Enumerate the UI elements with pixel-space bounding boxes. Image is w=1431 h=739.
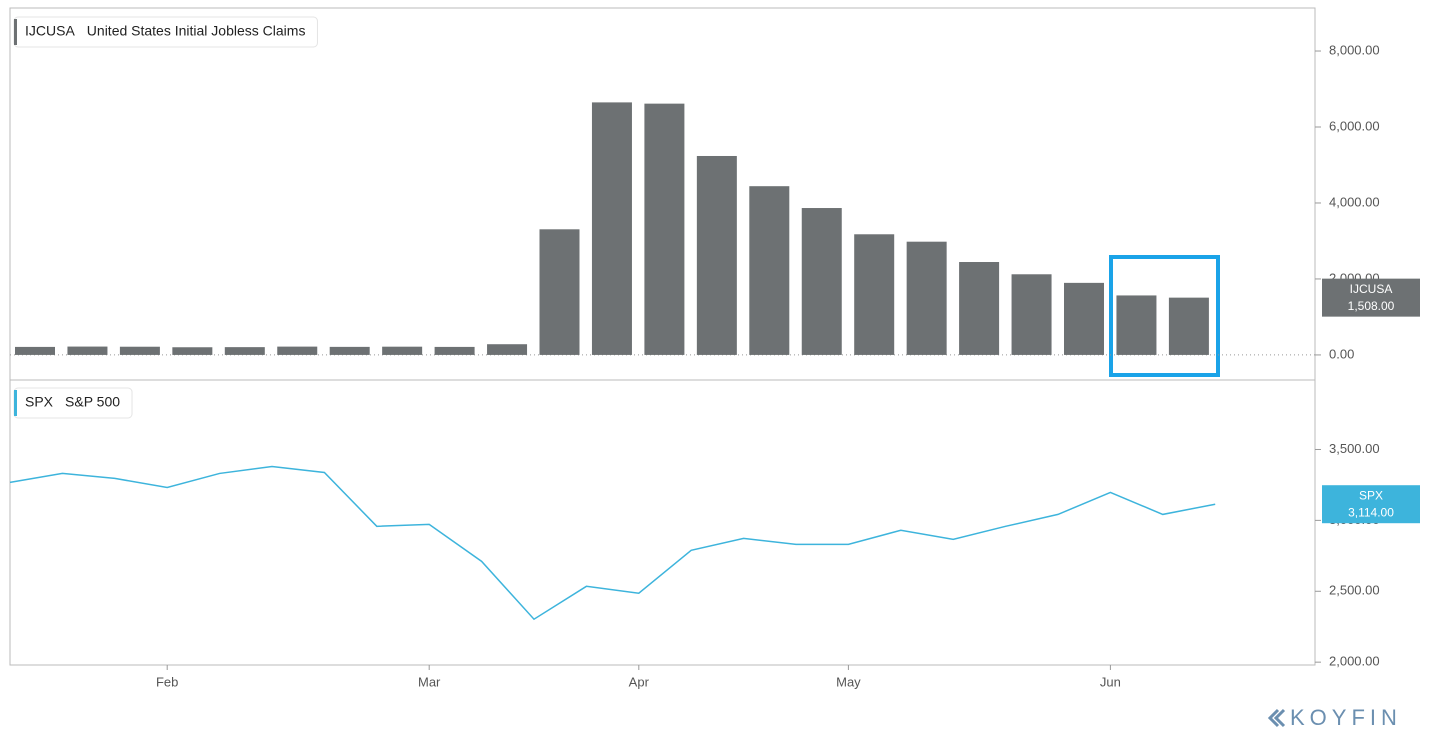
bar [854, 234, 895, 355]
badge-name: SPX [1359, 488, 1383, 502]
bar [67, 346, 108, 355]
legend-ticker: IJCUSA [25, 23, 75, 39]
brand-icon [1267, 708, 1286, 728]
x-tick-label: Apr [629, 674, 650, 689]
y-tick-label: 2,500.00 [1329, 583, 1380, 598]
badge-value: 3,114.00 [1348, 505, 1394, 519]
bar [696, 155, 737, 355]
bar [172, 347, 213, 355]
plot-frame [9, 7, 1316, 666]
x-tick-label: Feb [156, 674, 178, 689]
y-tick-label: 4,000.00 [1329, 194, 1380, 209]
bar [591, 102, 632, 355]
badge-value: 1,508.00 [1348, 299, 1395, 313]
bar [487, 344, 528, 355]
line [9, 465, 1216, 621]
highlight-box [1109, 255, 1220, 377]
y-tick-label: 2,000.00 [1329, 654, 1380, 669]
bar [329, 346, 370, 355]
bar [1064, 282, 1104, 355]
bar [1116, 295, 1157, 355]
bar [277, 346, 318, 355]
brand-logo: KOYFIN [1267, 705, 1402, 730]
legend-desc: S&P 500 [65, 394, 120, 410]
badge-name: IJCUSA [1350, 282, 1393, 296]
legend-ticker: SPX [25, 394, 54, 410]
bar [906, 241, 947, 355]
legend-swatch [14, 390, 17, 416]
bar [539, 229, 580, 355]
legend-desc: United States Initial Jobless Claims [87, 23, 306, 39]
bar [434, 346, 475, 355]
x-tick-label: May [836, 674, 861, 689]
y-tick-label: 3,500.00 [1329, 441, 1380, 456]
last-value-badge [1322, 278, 1420, 317]
bar [959, 262, 1000, 355]
last-value-badge [1322, 485, 1420, 524]
legend: IJCUSA United States Initial Jobless Clai… [13, 16, 318, 48]
bar [1168, 297, 1209, 355]
y-tick-label: 0.00 [1329, 346, 1354, 361]
bar [749, 186, 790, 355]
bar [1011, 274, 1052, 355]
bar [644, 103, 685, 355]
brand-name: KOYFIN [1290, 705, 1402, 730]
x-tick-label: Mar [418, 674, 441, 689]
x-tick-label: Jun [1100, 674, 1121, 689]
bar [15, 346, 55, 355]
bar [119, 346, 160, 355]
bar [382, 346, 423, 355]
y-tick-label: 8,000.00 [1329, 42, 1380, 57]
legend: SPX S&P 500 [13, 387, 133, 419]
bar [224, 347, 265, 355]
legend-swatch [14, 19, 17, 45]
y-tick-label: 6,000.00 [1329, 118, 1380, 133]
bar [801, 208, 842, 355]
